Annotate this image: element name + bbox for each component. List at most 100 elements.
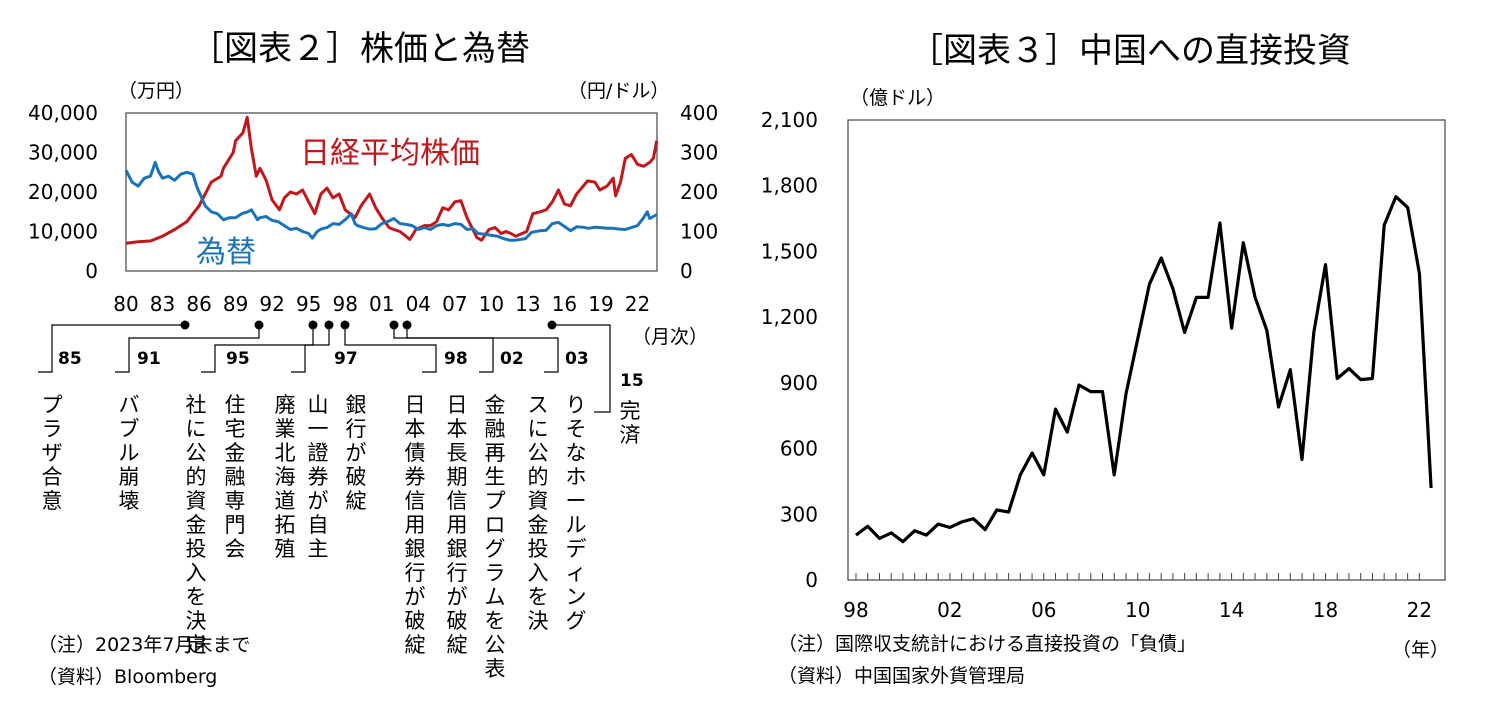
chart3-ytick-label: 0	[805, 568, 818, 592]
event-text-char: 北	[275, 441, 296, 465]
event-year-label: 97	[334, 349, 358, 369]
event-connector-line	[406, 325, 559, 373]
chart2-xtick-label: 04	[406, 292, 431, 316]
event-connector-line	[552, 324, 611, 413]
event-text-char: ホ	[566, 465, 587, 489]
event-text-char: 公	[485, 633, 506, 657]
event-text-char: 生	[485, 465, 506, 489]
event-text-char: 的	[186, 465, 207, 489]
event-text-char: 意	[42, 489, 63, 513]
chart2-left-ytick-label: 0	[85, 259, 98, 283]
chart2-xtick-label: 10	[479, 292, 504, 316]
event-text-char: 会	[225, 537, 246, 561]
chart2-xtick-label: 83	[150, 292, 175, 316]
event-text-char: そ	[566, 417, 587, 441]
event-text-char: が	[308, 489, 329, 513]
chart3-xticks: 98 02 06 10 14 18 22	[843, 573, 1432, 622]
chart3-ytick-label: 1,200	[761, 305, 818, 329]
event-text-char: 的	[528, 465, 549, 489]
event-year-label: 91	[137, 349, 161, 369]
event-text-char: ル	[119, 441, 140, 465]
chart2-left-yticks: 40,000 30,000 20,000 10,000 0	[28, 101, 98, 283]
event-text-char: 資	[186, 489, 207, 513]
event-text-char: ザ	[42, 441, 63, 465]
chart3-xtick-label: 18	[1313, 598, 1338, 622]
chart2-xtick-label: 95	[296, 292, 321, 316]
chart2-source: （資料）Bloomberg	[38, 666, 217, 688]
event-text-char: 投	[186, 537, 207, 561]
chart2-right-ytick-label: 0	[680, 259, 693, 283]
chart3-ytick-label: 2,100	[761, 108, 818, 132]
event-connector-line	[291, 325, 330, 373]
event-text-char: 券	[405, 465, 426, 489]
chart2-line-stock	[125, 115, 659, 245]
chart2-xtick-label: 22	[625, 292, 650, 316]
event-text-char: 済	[620, 423, 641, 447]
chart2-xtick-label: 13	[515, 292, 540, 316]
event-text-char: ー	[566, 489, 587, 513]
event-year-label: 03	[565, 349, 589, 369]
chart3-ytick-label: 1,800	[761, 174, 818, 198]
event-text-char: 住	[225, 393, 246, 417]
chart3-xtick-label: 14	[1219, 598, 1244, 622]
chart3-y-axis-unit: （億ドル）	[850, 87, 945, 109]
event-text-char: 金	[485, 393, 506, 417]
event-text-char: 資	[528, 489, 549, 513]
event-text-char: ム	[485, 585, 506, 609]
event-text-char: ブ	[119, 417, 140, 441]
event-year-label: 98	[444, 349, 468, 369]
chart2-event-annotations: 85プラザ合意91バブル崩壊95住宅金融専門会社に公的資金投入を決定97山一證券…	[38, 320, 644, 681]
chart3-yticks: 2,100 1,800 1,500 1,200 900 600 300 0	[761, 108, 818, 592]
event-text-char: デ	[566, 537, 587, 561]
event-text-char: 證	[308, 441, 329, 465]
chart2-xtick-label: 19	[588, 292, 613, 316]
event-text-char: 入	[528, 561, 549, 585]
event-text-char: 行	[447, 561, 468, 585]
chart2-xtick-label: 98	[332, 292, 357, 316]
event-text-char: ン	[566, 585, 587, 609]
chart2-right-yticks: 400 300 200 100 0	[680, 101, 718, 283]
chart3-ytick-label: 900	[780, 371, 818, 395]
event-text-char: 日	[405, 393, 426, 417]
chart2-xtick-label: 07	[442, 292, 467, 316]
event-text-char: 銀	[405, 537, 426, 561]
chart2-plot-frame	[125, 112, 658, 272]
chart3-xtick-label: 22	[1407, 598, 1432, 622]
chart2-right-ytick-label: 200	[680, 180, 718, 204]
event-text-char: 公	[186, 441, 207, 465]
event-text-char: 完	[620, 399, 641, 423]
event-text-char: 融	[485, 417, 506, 441]
event-text-char: 門	[225, 513, 246, 537]
event-text-char: 長	[447, 441, 468, 465]
event-text-char: ル	[566, 513, 587, 537]
event-text-char: 綻	[405, 633, 426, 657]
chart3-xtick-label: 98	[843, 598, 868, 622]
chart2-right-axis-unit: （円/ドル）	[568, 80, 669, 102]
chart2-right-ytick-label: 400	[680, 101, 718, 125]
event-text-char: ロ	[485, 513, 506, 537]
event-text-char: 信	[447, 489, 468, 513]
event-text-char: ス	[528, 393, 549, 417]
event-text-char: 業	[275, 417, 296, 441]
event-text-char: 拓	[275, 513, 296, 537]
event-text-char: 専	[225, 489, 246, 513]
event-text-char: 壊	[119, 489, 140, 513]
chart2-title: ［図表２］株価と為替	[190, 29, 530, 69]
event-text-char: ラ	[485, 561, 506, 585]
event-connector-line	[115, 325, 260, 373]
event-text-char: 破	[405, 609, 426, 633]
chart2-xtick-label: 89	[223, 292, 248, 316]
chart2-xtick-label: 80	[113, 292, 138, 316]
event-text-char: ィ	[566, 561, 587, 585]
event-text-char: を	[485, 609, 506, 633]
chart3-ytick-label: 1,500	[761, 239, 818, 263]
event-text-char: 綻	[346, 489, 367, 513]
event-year-label: 15	[620, 371, 644, 391]
event-text-char: を	[186, 585, 207, 609]
event-text-char: 社	[186, 393, 207, 417]
chart2-note: （注）2023年7月末まで	[38, 634, 250, 656]
chart2-xtick-label: 01	[369, 292, 394, 316]
event-text-char: り	[566, 393, 587, 417]
chart2-left-ytick-label: 30,000	[28, 141, 98, 165]
